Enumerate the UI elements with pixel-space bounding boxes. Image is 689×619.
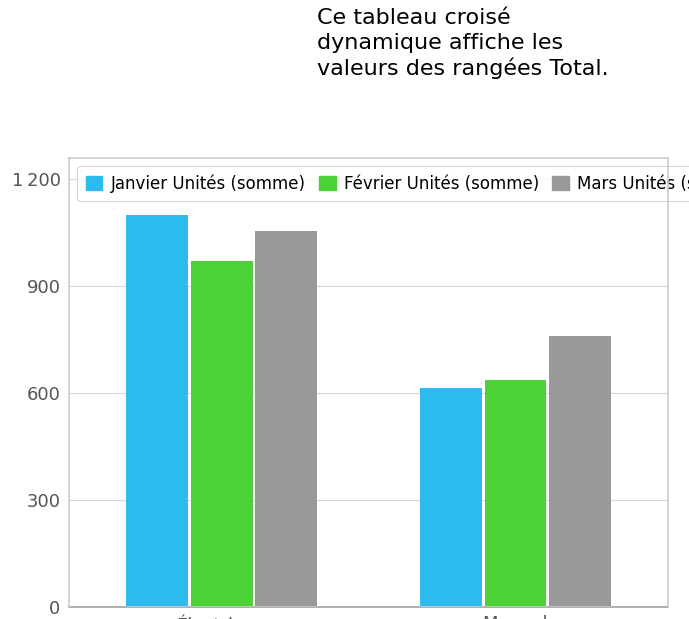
Bar (549, 336, 611, 607)
Bar (484, 381, 546, 607)
Legend: Janvier Unités (somme), Février Unités (somme), Mars Unités (somme): Janvier Unités (somme), Février Unités (… (77, 166, 689, 201)
Text: Ce tableau croisé
dynamique affiche les
valeurs des rangées Total.: Ce tableau croisé dynamique affiche les … (317, 8, 608, 79)
Bar (420, 387, 482, 607)
Bar (126, 215, 188, 607)
Bar (256, 231, 317, 607)
Bar (191, 261, 253, 607)
